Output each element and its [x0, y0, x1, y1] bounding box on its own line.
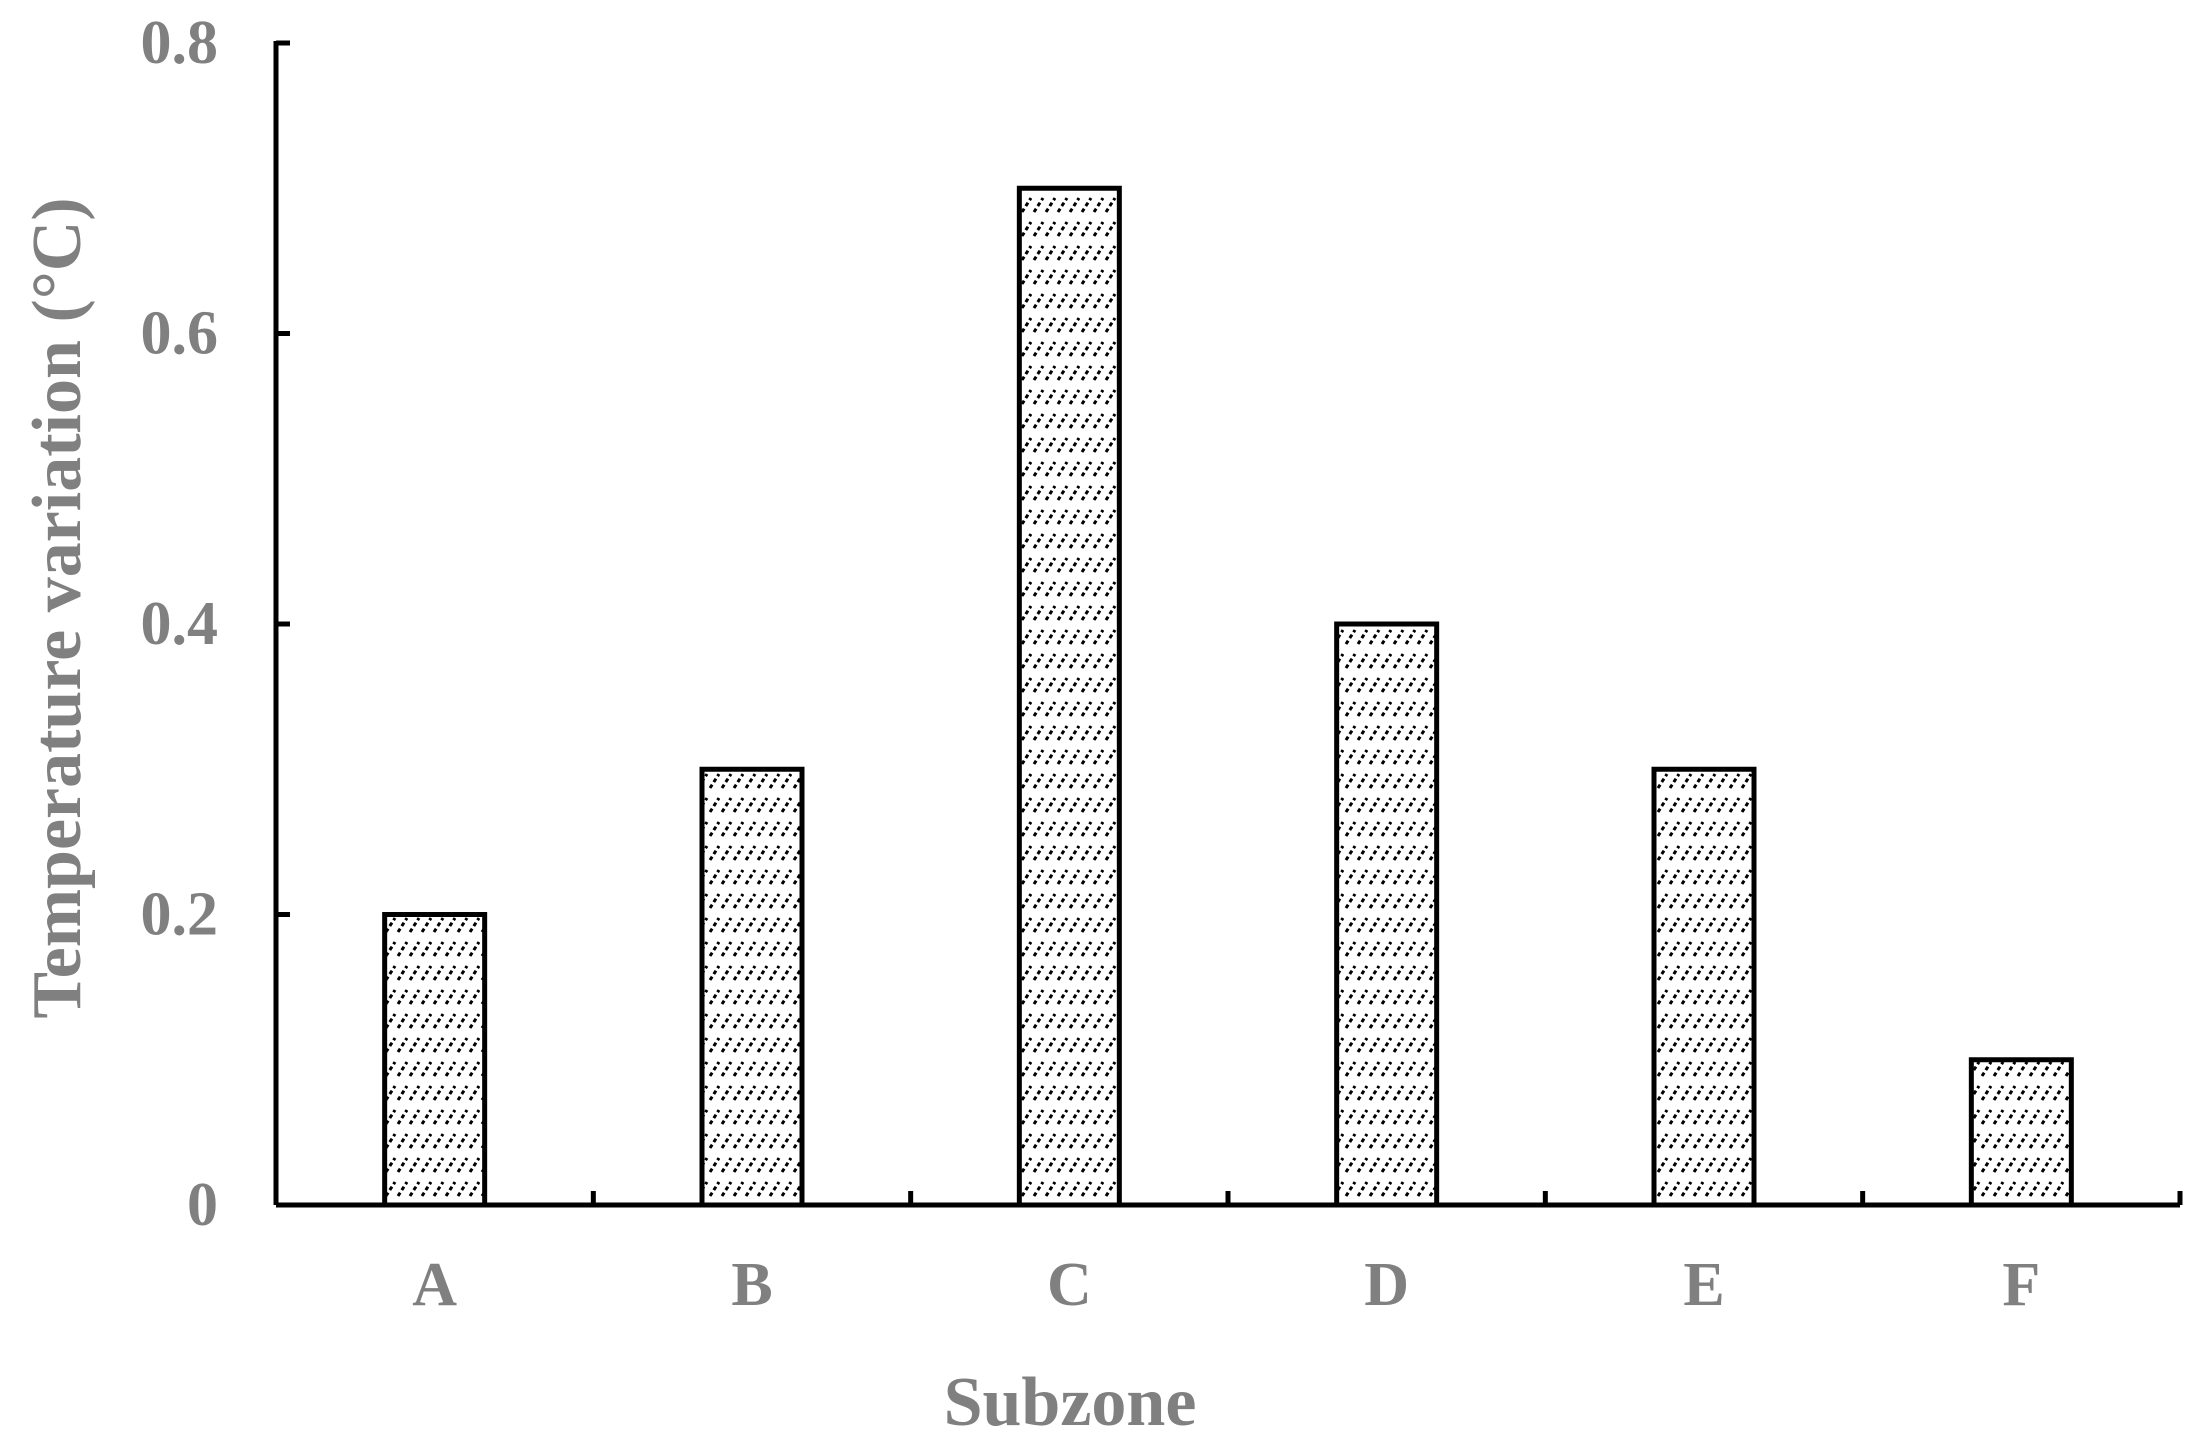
x-tick-label-F: F [2002, 1251, 2040, 1319]
y-tick-label: 0.4 [141, 590, 219, 658]
y-tick-label: 0.8 [141, 9, 219, 77]
x-tick-label-D: D [1364, 1251, 1409, 1319]
bar-B [699, 766, 805, 1208]
x-axis-title: Subzone [944, 1364, 1197, 1441]
x-tick-label-B: B [731, 1251, 772, 1319]
x-tick-label-A: A [412, 1251, 457, 1319]
y-tick-labels: 0 0.2 0.4 0.6 0.8 [141, 9, 219, 1239]
bar-A [382, 912, 488, 1208]
x-tick-label-E: E [1683, 1251, 1724, 1319]
bar-C [1016, 185, 1122, 1208]
x-tick-label-C: C [1047, 1251, 1092, 1319]
bar-D [1334, 621, 1440, 1208]
y-tick-label: 0.6 [141, 300, 219, 368]
y-axis-title: Temperature variation (°C) [19, 197, 96, 1018]
axes-group [273, 40, 2183, 1208]
y-tick-label: 0.2 [141, 881, 219, 949]
x-tick-labels: A B C D E F [412, 1251, 2040, 1319]
bar-F [1968, 1057, 2074, 1208]
bar-E [1651, 766, 1757, 1208]
y-tick-label: 0 [187, 1171, 218, 1239]
bars-group [382, 185, 2074, 1208]
